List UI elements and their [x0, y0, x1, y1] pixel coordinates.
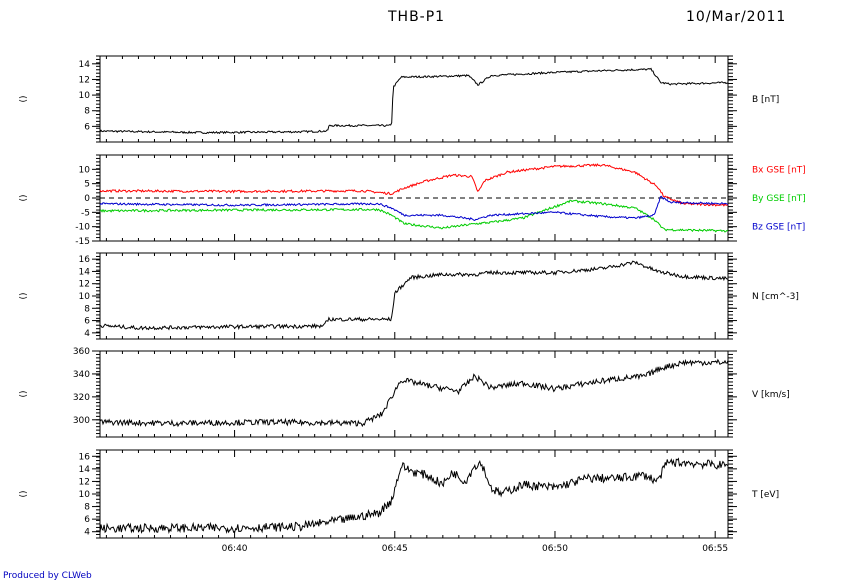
series-label: Bx GSE [nT]: [752, 165, 806, 175]
y-tick-label: 360: [73, 347, 90, 357]
y-tick-label: 340: [73, 370, 90, 380]
plot-title: THB-P1: [388, 9, 446, 25]
panel-bgse: -15 -10 -5 0 5 10 () Bx GSE [nT] By GSE [nT] Bz G…: [19, 154, 806, 247]
series-line-bgse-2: [99, 195, 729, 221]
y-tick-label: 12: [79, 75, 90, 85]
panel-unit-label: (): [19, 95, 29, 102]
y-tick-label: 8: [84, 107, 90, 117]
y-tick-label: 8: [84, 503, 90, 513]
panel-v: 300 320 340 360 () V [km/s]: [19, 347, 790, 438]
plot-date: 10/Mar/2011: [686, 9, 787, 25]
y-tick-label: -15: [75, 237, 90, 247]
y-tick-label: 320: [73, 393, 90, 403]
panel-unit-label: (): [19, 194, 29, 201]
series-line-t-0: [99, 457, 729, 535]
y-tick-label: 12: [79, 477, 90, 487]
panel-t: 4 6 8 10 12 14 16 () T [eV]: [19, 449, 779, 539]
panel-frame: [99, 449, 729, 539]
x-tick-label: 06:50: [542, 544, 568, 554]
series-line-bgse-0: [99, 163, 729, 207]
y-tick-label: 300: [73, 416, 90, 426]
series-line-bgse-1: [99, 199, 729, 233]
panel-unit-label: (): [19, 292, 29, 299]
series-label: B [nT]: [752, 95, 779, 105]
x-tick-label: 06:45: [382, 544, 408, 554]
y-tick-label: 5: [84, 180, 90, 190]
y-tick-label: 16: [79, 255, 91, 265]
series-label: By GSE [nT]: [752, 194, 806, 204]
y-tick-label: 10: [79, 165, 91, 175]
y-tick-label: 12: [79, 280, 90, 290]
series-line-v-0: [99, 358, 729, 428]
panel-n: 4 6 8 10 12 14 16 () N [cm^-3]: [19, 252, 799, 340]
y-tick-label: 6: [84, 122, 90, 132]
y-tick-label: 0: [84, 194, 90, 204]
panel-frame: [99, 55, 729, 143]
y-tick-label: 10: [79, 490, 91, 500]
y-tick-label: 6: [84, 515, 90, 525]
y-tick-label: 14: [79, 60, 91, 70]
panel-frame: [99, 350, 729, 438]
y-tick-label: 4: [84, 329, 90, 339]
y-tick-label: -10: [75, 223, 90, 233]
series-label: T [eV]: [751, 490, 779, 500]
series-label: V [km/s]: [752, 390, 790, 400]
y-tick-label: -5: [81, 208, 90, 218]
y-tick-label: 6: [84, 317, 90, 327]
y-tick-label: 14: [79, 465, 91, 475]
y-tick-label: 4: [84, 528, 90, 538]
y-tick-label: 8: [84, 304, 90, 314]
series-line-b-0: [99, 67, 729, 135]
x-tick-label: 06:40: [222, 544, 248, 554]
y-tick-label: 10: [79, 91, 91, 101]
panel-unit-label: (): [19, 390, 29, 397]
y-tick-label: 14: [79, 267, 91, 277]
series-label: N [cm^-3]: [752, 292, 799, 302]
y-tick-label: 16: [79, 452, 91, 462]
x-tick-label: 06:55: [702, 544, 728, 554]
y-tick-label: 10: [79, 292, 91, 302]
panel-b: 6 8 10 12 14 () B [nT]: [19, 55, 779, 143]
series-label: Bz GSE [nT]: [752, 223, 805, 233]
footer-credit[interactable]: Produced by CLWeb: [3, 571, 92, 581]
panel-unit-label: (): [19, 490, 29, 497]
series-line-n-0: [99, 260, 729, 331]
